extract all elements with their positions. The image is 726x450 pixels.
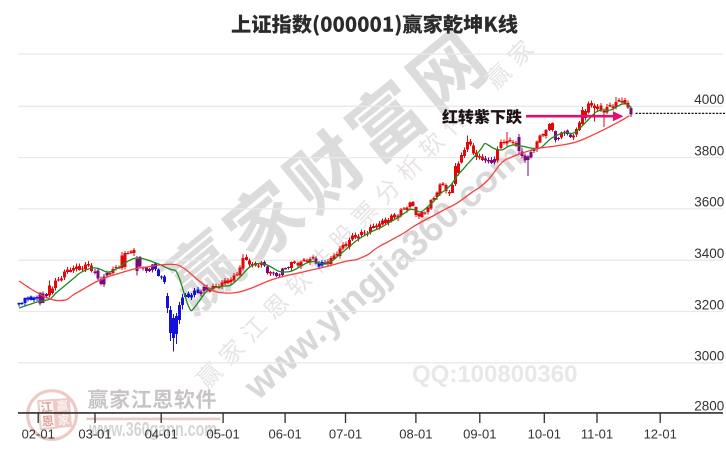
- svg-text:www.360gann.com: www.360gann.com: [88, 419, 217, 441]
- svg-text:3600: 3600: [694, 195, 724, 210]
- svg-text:12-01: 12-01: [644, 427, 677, 442]
- svg-text:3200: 3200: [694, 297, 724, 312]
- svg-text:05-01: 05-01: [206, 427, 239, 442]
- svg-text:03-01: 03-01: [78, 427, 111, 442]
- svg-text:08-01: 08-01: [399, 427, 432, 442]
- svg-text:09-01: 09-01: [463, 427, 496, 442]
- svg-text:02-01: 02-01: [22, 427, 55, 442]
- svg-text:11-01: 11-01: [581, 427, 613, 442]
- svg-text:07-01: 07-01: [329, 427, 362, 442]
- svg-text:3000: 3000: [694, 349, 724, 364]
- svg-text:QQ:100800360: QQ:100800360: [412, 361, 577, 388]
- svg-text:04-01: 04-01: [145, 427, 178, 442]
- svg-text:3800: 3800: [694, 143, 724, 158]
- svg-text:06-01: 06-01: [268, 427, 301, 442]
- svg-text:3400: 3400: [694, 246, 724, 261]
- svg-text:4000: 4000: [694, 92, 724, 107]
- svg-text:2800: 2800: [694, 399, 724, 414]
- svg-text:10-01: 10-01: [528, 427, 561, 442]
